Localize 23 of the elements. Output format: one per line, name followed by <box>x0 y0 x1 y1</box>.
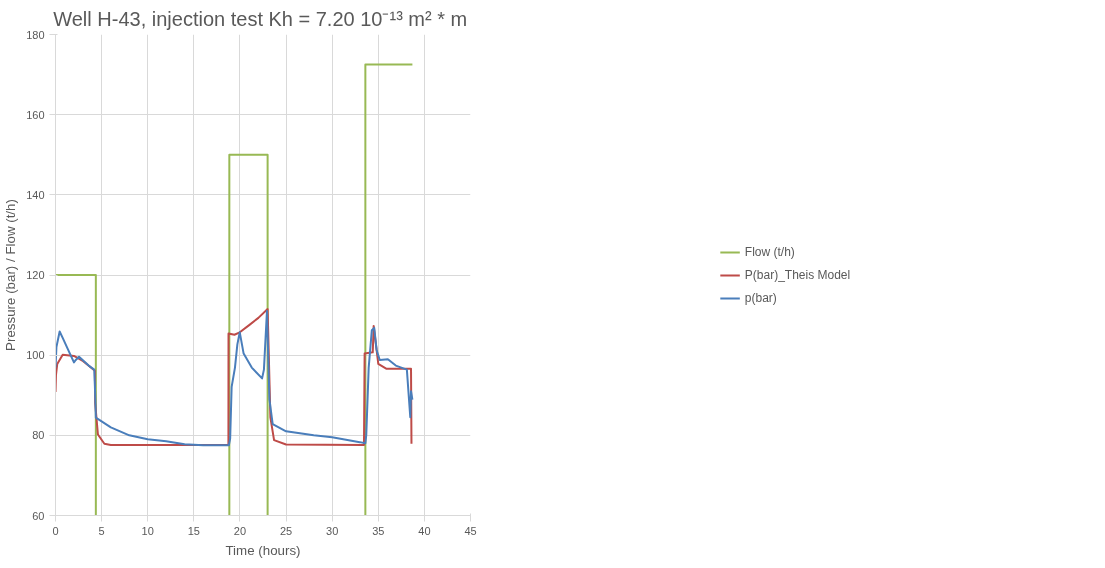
x-axis-title: Time (hours) <box>225 542 301 558</box>
y-tick-label: 120 <box>26 269 45 281</box>
x-tick-label: 15 <box>187 524 200 537</box>
chart-title: Well H-43, injection test Kh = 7.20 10⁻¹³ m² * m <box>53 7 468 30</box>
y-tick-label: 140 <box>26 188 45 201</box>
y-tick-label: 160 <box>26 108 45 121</box>
x-tick-label: 35 <box>372 524 385 537</box>
x-tick-label: 30 <box>326 524 339 537</box>
y-tick-label: 60 <box>32 509 45 522</box>
y-tick-label: 80 <box>32 429 45 442</box>
x-tick-label: 45 <box>464 524 477 537</box>
y-tick-label: 100 <box>26 349 45 362</box>
legend-label: p(bar) <box>744 290 777 305</box>
y-tick-label: 180 <box>26 28 45 41</box>
y-axis-title: Pressure (bar) / Flow (t/h) <box>3 199 19 351</box>
x-tick-label: 5 <box>98 524 105 537</box>
x-tick-label: 25 <box>279 524 293 537</box>
x-tick-label: 10 <box>141 524 154 537</box>
x-tick-label: 20 <box>233 524 247 537</box>
legend-label: Flow (t/h) <box>744 244 795 259</box>
x-tick-label: 0 <box>52 524 59 537</box>
legend-label: P(bar)_Theis Model <box>744 267 851 282</box>
x-tick-label: 40 <box>418 524 431 537</box>
